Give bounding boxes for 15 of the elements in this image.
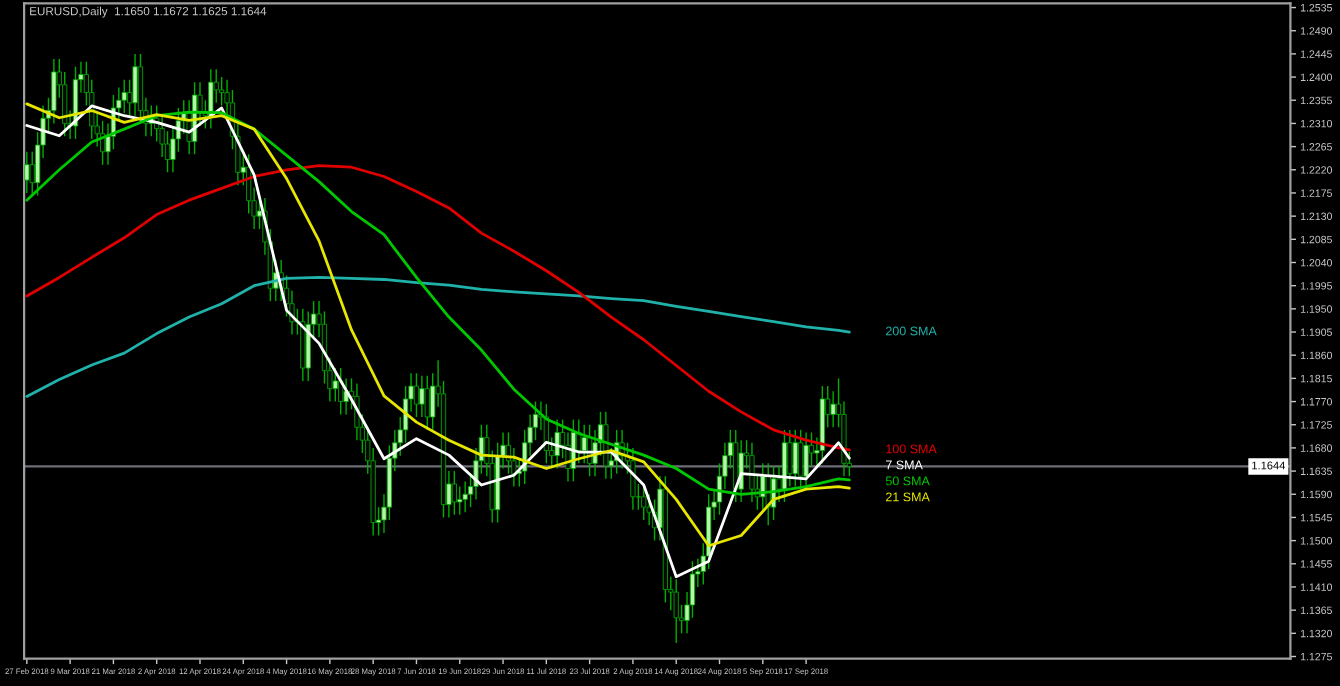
candlestick (462, 480, 468, 513)
candlestick (300, 308, 306, 382)
candlestick (419, 375, 425, 418)
candlestick (554, 418, 560, 470)
candlestick (132, 53, 138, 117)
candlestick (170, 125, 176, 174)
line-series (25, 164, 851, 452)
candlestick (841, 400, 847, 477)
candlestick (787, 429, 793, 488)
candlestick (511, 447, 517, 488)
candlestick (830, 390, 836, 429)
candlestick (51, 58, 57, 125)
candlestick (370, 447, 376, 537)
line-series (25, 276, 851, 398)
candlestick (749, 442, 755, 503)
